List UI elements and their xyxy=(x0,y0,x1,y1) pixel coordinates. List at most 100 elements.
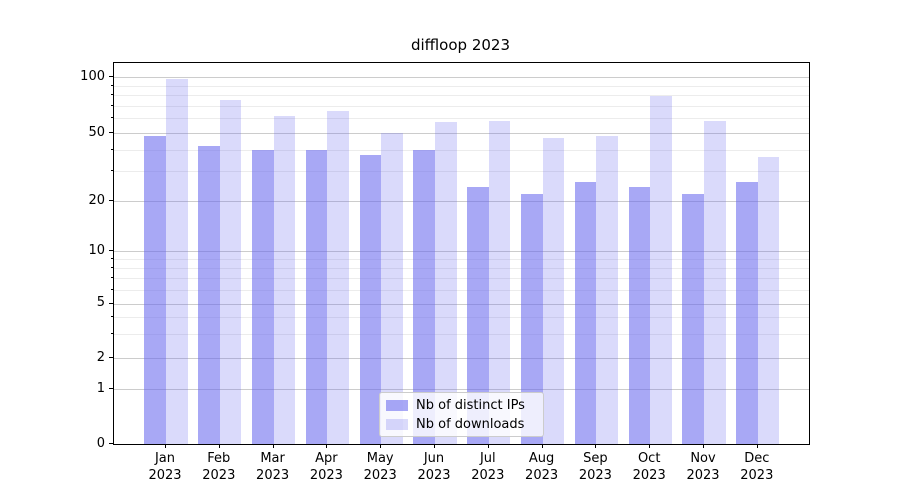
y-tick-minor xyxy=(111,104,113,106)
legend-label-downloads: Nb of downloads xyxy=(416,416,525,432)
y-tick-minor xyxy=(111,315,113,317)
y-tick-label: 100 xyxy=(80,68,105,84)
y-tick-minor xyxy=(111,332,113,334)
legend: Nb of distinct IPs Nb of downloads xyxy=(379,392,544,437)
bar-downloads-nov xyxy=(704,121,726,444)
y-tick-label: 10 xyxy=(88,242,105,258)
y-tick xyxy=(109,357,113,358)
x-tick xyxy=(326,444,328,448)
x-tick xyxy=(649,444,651,448)
bar-distinct-ips-feb xyxy=(198,145,220,444)
x-tick xyxy=(434,444,435,448)
y-tick-minor xyxy=(111,288,113,290)
x-tick xyxy=(165,444,166,448)
x-tick-label: Apr 2023 xyxy=(309,451,343,483)
bar-distinct-ips-dec xyxy=(736,181,758,444)
y-tick-label: 2 xyxy=(96,349,105,365)
gridline-major xyxy=(114,201,809,202)
bar-distinct-ips-apr xyxy=(305,149,328,444)
x-tick-label: Jun 2023 xyxy=(417,451,451,483)
x-tick-label: Aug 2023 xyxy=(525,451,559,483)
y-tick-label: 20 xyxy=(88,192,105,208)
gridline-minor xyxy=(114,118,809,120)
bar-downloads-feb xyxy=(219,100,242,444)
y-tick-minor xyxy=(111,257,113,259)
plot-area xyxy=(113,62,810,445)
bar-distinct-ips-oct xyxy=(628,187,651,444)
gridline-minor xyxy=(114,316,809,318)
bar-downloads-mar xyxy=(273,115,296,444)
bar-downloads-sep xyxy=(596,136,619,444)
gridline-minor xyxy=(114,105,809,107)
bar-downloads-oct xyxy=(650,96,672,444)
x-tick-label: Mar 2023 xyxy=(256,451,290,483)
gridline-major xyxy=(114,303,809,305)
x-tick-label: Jan 2023 xyxy=(148,451,182,483)
x-tick xyxy=(703,444,704,448)
y-tick-label: 5 xyxy=(96,295,105,310)
x-tick-label: Jul 2023 xyxy=(471,451,505,483)
y-tick xyxy=(109,443,113,444)
bar-downloads-apr xyxy=(327,110,350,444)
x-tick xyxy=(380,444,382,448)
x-tick xyxy=(218,444,220,448)
y-tick-minor xyxy=(111,148,113,150)
bar-downloads-dec xyxy=(757,157,780,444)
x-tick-label: Oct 2023 xyxy=(632,451,666,483)
legend-row-distinct-ips: Nb of distinct IPs xyxy=(386,398,537,413)
bar-distinct-ips-sep xyxy=(574,181,597,444)
gridline-major xyxy=(114,389,809,390)
legend-swatch-downloads xyxy=(386,418,408,430)
x-tick xyxy=(272,444,274,448)
y-tick-label: 0 xyxy=(96,435,105,451)
legend-label-distinct-ips: Nb of distinct IPs xyxy=(416,397,525,413)
x-tick-label: May 2023 xyxy=(363,451,397,483)
gridline-minor xyxy=(114,278,809,279)
gridline-major xyxy=(114,77,809,78)
gridline-minor xyxy=(114,149,809,151)
gridline-minor xyxy=(114,289,809,291)
gridline-minor xyxy=(114,170,809,172)
bar-downloads-may xyxy=(381,133,403,444)
y-tick xyxy=(109,200,113,201)
bar-distinct-ips-aug xyxy=(520,193,543,444)
gridline-minor xyxy=(114,258,809,260)
y-tick-label: 1 xyxy=(96,380,105,396)
y-tick xyxy=(109,132,113,133)
x-tick-label: Sep 2023 xyxy=(578,451,612,483)
bar-downloads-jul xyxy=(488,121,511,444)
legend-row-downloads: Nb of downloads xyxy=(386,417,537,432)
chart-title: diffloop 2023 xyxy=(410,36,510,54)
bar-downloads-jan xyxy=(166,79,188,444)
x-tick xyxy=(487,444,489,448)
gridline-minor xyxy=(114,85,809,87)
y-tick-minor xyxy=(111,277,113,278)
gridline-minor xyxy=(114,95,809,97)
x-tick xyxy=(595,444,597,448)
y-tick-minor xyxy=(111,169,113,171)
bar-distinct-ips-may xyxy=(359,155,382,444)
bar-distinct-ips-jan xyxy=(144,136,166,444)
x-tick xyxy=(541,444,543,448)
gridline-major xyxy=(114,133,809,134)
bar-distinct-ips-jun xyxy=(413,149,435,444)
y-tick-minor xyxy=(111,266,113,268)
bar-downloads-jun xyxy=(435,122,457,444)
legend-swatch-distinct-ips xyxy=(386,399,408,411)
y-tick xyxy=(109,388,113,389)
y-tick-label: 50 xyxy=(88,124,105,140)
x-tick-label: Nov 2023 xyxy=(686,451,720,483)
x-tick xyxy=(756,444,758,448)
gridline-minor xyxy=(114,267,809,269)
y-tick xyxy=(109,302,113,304)
y-tick xyxy=(109,250,113,251)
gridline-minor xyxy=(114,333,809,335)
bar-distinct-ips-nov xyxy=(682,193,704,444)
y-tick-minor xyxy=(111,84,113,86)
gridline-major xyxy=(114,358,809,359)
x-tick-label: Feb 2023 xyxy=(202,451,236,483)
x-tick-label: Dec 2023 xyxy=(740,451,774,483)
gridline-major xyxy=(114,251,809,252)
bar-distinct-ips-jul xyxy=(467,187,489,444)
